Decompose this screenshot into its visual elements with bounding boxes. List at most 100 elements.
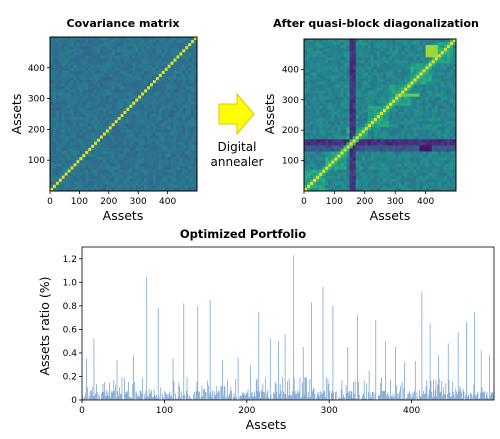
heatmap-cell [328, 105, 332, 110]
heatmap-cell [126, 58, 130, 63]
heatmap-cell [431, 51, 436, 55]
heatmap-cell [325, 127, 329, 131]
heatmap-cell [407, 163, 411, 168]
heatmap-cell [123, 181, 127, 186]
heatmap-cell [452, 96, 457, 101]
heatmap-cell [161, 46, 166, 50]
heatmap-cell [55, 160, 60, 164]
heatmap-cell [141, 166, 145, 170]
heatmap-cell [58, 104, 63, 109]
heatmap-cell [370, 127, 375, 131]
heatmap-cell [398, 172, 402, 177]
heatmap-cell [126, 175, 130, 180]
heatmap-cell [446, 72, 451, 76]
heatmap-cell [173, 129, 177, 133]
heatmap-cell [161, 77, 166, 81]
heatmap-cell [419, 66, 423, 70]
heatmap-cell [386, 75, 390, 79]
heatmap-cell [392, 75, 396, 79]
heatmap-cell [105, 95, 110, 99]
heatmap-cell [102, 46, 107, 50]
heatmap-cell [61, 67, 66, 72]
heatmap-cell [358, 90, 363, 95]
heatmap-cell [349, 136, 354, 140]
heatmap-cell [355, 127, 360, 131]
heatmap-cell [313, 127, 317, 131]
heatmap-cell [61, 169, 66, 173]
heatmap-cell [158, 187, 163, 192]
heatmap-cell [440, 160, 445, 165]
heatmap-cell [158, 40, 163, 44]
heatmap-cell [76, 43, 80, 47]
heatmap-cell [370, 145, 375, 149]
heatmap-cell [88, 40, 92, 44]
heatmap-cell [389, 127, 393, 131]
heatmap-cell [316, 45, 320, 49]
heatmap-cell [431, 90, 436, 95]
heatmap-cell [316, 118, 320, 122]
heatmap-cell [452, 166, 457, 171]
heatmap-cell [419, 60, 423, 64]
heatmap-cell [167, 160, 171, 164]
heatmap-cell [99, 129, 104, 133]
heatmap-cell [334, 108, 338, 113]
heatmap-cell [185, 77, 189, 81]
heatmap-cell [147, 107, 151, 112]
heatmap-cell [176, 95, 180, 99]
heatmap-cell [392, 69, 396, 73]
heatmap-cell [449, 54, 454, 58]
heatmap-cell [88, 114, 92, 118]
heatmap-cell [401, 87, 405, 92]
heatmap-cell [76, 154, 80, 158]
heatmap-cell [310, 45, 314, 49]
heatmap-cell [328, 66, 332, 70]
heatmap-cell [138, 123, 142, 127]
heatmap-cell [428, 145, 433, 149]
heatmap-cell [50, 147, 54, 152]
heatmap-cell [437, 69, 442, 73]
heatmap-cell [367, 169, 372, 174]
heatmap-cell [50, 126, 54, 130]
heatmap-cell [52, 77, 57, 81]
heatmap-cell [94, 101, 98, 106]
heatmap-cell [361, 66, 366, 70]
heatmap-cell [138, 178, 142, 183]
heatmap-cell [152, 184, 157, 189]
heatmap-cell [144, 104, 148, 109]
heatmap-cell [194, 163, 198, 167]
heatmap-cell [380, 175, 384, 180]
heatmap-cell [147, 64, 151, 69]
heatmap-cell [310, 154, 314, 158]
heatmap-cell [431, 39, 436, 43]
heatmap-cell [91, 110, 95, 115]
heatmap-cell [346, 42, 350, 46]
heatmap-cell [61, 187, 66, 192]
heatmap-cell [79, 37, 83, 41]
heatmap-cell [325, 111, 329, 116]
heatmap-cell [346, 75, 350, 79]
heatmap-cell [389, 151, 393, 155]
heatmap-cell [404, 163, 408, 168]
heatmap-cell [416, 111, 420, 116]
heatmap-cell [425, 160, 430, 165]
heatmap-cell [79, 126, 83, 130]
heatmap-cell [102, 166, 107, 170]
heatmap-cell [310, 93, 314, 98]
heatmap-cell [99, 144, 104, 149]
heatmap-cell [307, 99, 311, 104]
heatmap-cell [111, 80, 116, 84]
heatmap-cell [398, 39, 402, 43]
heatmap-cell [99, 46, 104, 50]
heatmap-cell [313, 169, 317, 174]
heatmap-cell [422, 108, 426, 113]
heatmap-cell [52, 55, 57, 59]
heatmap-cell [50, 178, 54, 183]
heatmap-cell [61, 120, 66, 124]
heatmap-cell [334, 93, 338, 98]
heatmap-cell [70, 154, 74, 158]
heatmap-cell [307, 133, 311, 137]
heatmap-cell [319, 154, 323, 158]
heatmap-cell [155, 187, 160, 192]
heatmap-cell [367, 136, 372, 140]
heatmap-cell [373, 148, 378, 152]
